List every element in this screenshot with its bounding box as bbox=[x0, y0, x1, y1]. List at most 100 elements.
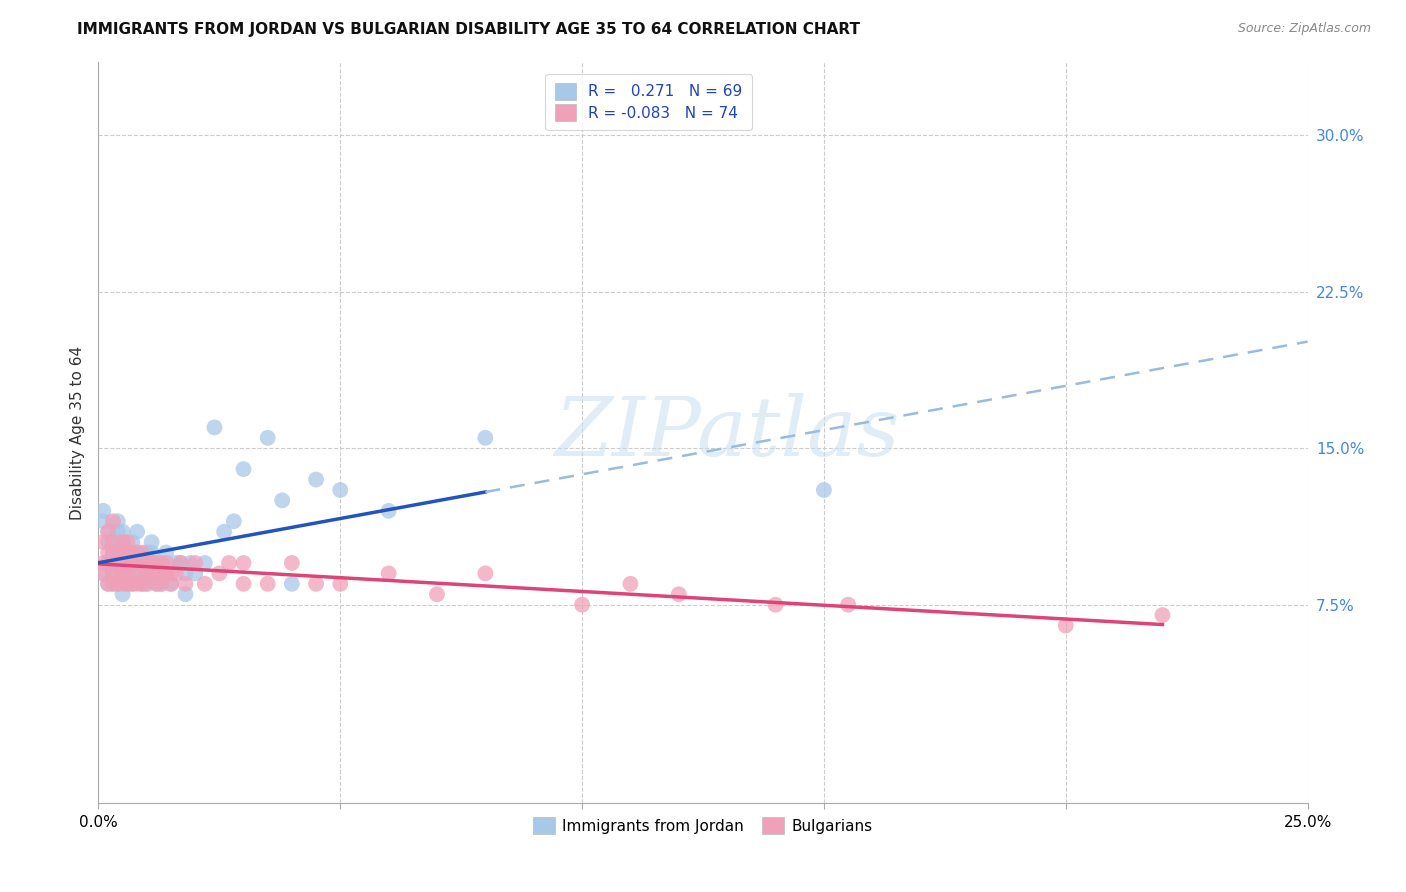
Point bbox=[150, 556, 173, 570]
Point bbox=[101, 566, 124, 581]
Point bbox=[127, 566, 149, 581]
Point bbox=[135, 577, 157, 591]
Point bbox=[135, 577, 157, 591]
Point bbox=[111, 545, 134, 559]
Point bbox=[135, 566, 157, 581]
Point bbox=[474, 431, 496, 445]
Point bbox=[131, 556, 153, 570]
Point bbox=[127, 577, 149, 591]
Point bbox=[212, 524, 235, 539]
Point bbox=[256, 431, 278, 445]
Point bbox=[97, 545, 120, 559]
Point bbox=[668, 587, 690, 601]
Point bbox=[111, 524, 134, 539]
Point bbox=[117, 545, 139, 559]
Legend: Immigrants from Jordan, Bulgarians: Immigrants from Jordan, Bulgarians bbox=[524, 808, 882, 843]
Point bbox=[97, 524, 120, 539]
Point bbox=[281, 577, 304, 591]
Point bbox=[91, 535, 114, 549]
Point bbox=[91, 514, 114, 528]
Point bbox=[121, 577, 143, 591]
Point bbox=[271, 493, 294, 508]
Point bbox=[111, 535, 134, 549]
Point bbox=[174, 587, 197, 601]
Point bbox=[131, 556, 153, 570]
Point bbox=[111, 587, 134, 601]
Point bbox=[165, 556, 187, 570]
Point bbox=[97, 577, 120, 591]
Point bbox=[111, 577, 134, 591]
Point bbox=[155, 556, 177, 570]
Point bbox=[131, 577, 153, 591]
Point bbox=[169, 556, 191, 570]
Point bbox=[141, 556, 163, 570]
Point bbox=[377, 504, 399, 518]
Point bbox=[131, 577, 153, 591]
Point bbox=[111, 545, 134, 559]
Point bbox=[121, 535, 143, 549]
Point bbox=[135, 556, 157, 570]
Text: IMMIGRANTS FROM JORDAN VS BULGARIAN DISABILITY AGE 35 TO 64 CORRELATION CHART: IMMIGRANTS FROM JORDAN VS BULGARIAN DISA… bbox=[77, 22, 860, 37]
Point bbox=[160, 577, 183, 591]
Point bbox=[426, 587, 449, 601]
Point bbox=[101, 514, 124, 528]
Point bbox=[121, 556, 143, 570]
Point bbox=[135, 566, 157, 581]
Point bbox=[107, 524, 129, 539]
Point bbox=[101, 545, 124, 559]
Point bbox=[127, 556, 149, 570]
Point bbox=[329, 483, 352, 497]
Point bbox=[141, 535, 163, 549]
Point bbox=[107, 545, 129, 559]
Point bbox=[305, 577, 328, 591]
Point bbox=[107, 556, 129, 570]
Point bbox=[145, 577, 167, 591]
Point bbox=[111, 566, 134, 581]
Point bbox=[222, 514, 245, 528]
Point bbox=[150, 577, 173, 591]
Point bbox=[155, 566, 177, 581]
Point bbox=[117, 566, 139, 581]
Point bbox=[141, 545, 163, 559]
Point bbox=[184, 556, 207, 570]
Point bbox=[97, 556, 120, 570]
Point bbox=[97, 556, 120, 570]
Point bbox=[127, 545, 149, 559]
Point bbox=[765, 598, 787, 612]
Point bbox=[111, 566, 134, 581]
Text: Source: ZipAtlas.com: Source: ZipAtlas.com bbox=[1237, 22, 1371, 36]
Point bbox=[150, 577, 173, 591]
Point bbox=[107, 577, 129, 591]
Point bbox=[91, 556, 114, 570]
Point bbox=[101, 577, 124, 591]
Point bbox=[117, 556, 139, 570]
Point bbox=[101, 556, 124, 570]
Point bbox=[155, 545, 177, 559]
Point bbox=[329, 577, 352, 591]
Point bbox=[305, 473, 328, 487]
Point bbox=[1152, 608, 1174, 623]
Point bbox=[117, 566, 139, 581]
Point bbox=[107, 545, 129, 559]
Point bbox=[107, 566, 129, 581]
Point bbox=[474, 566, 496, 581]
Point bbox=[141, 556, 163, 570]
Point bbox=[97, 524, 120, 539]
Point bbox=[145, 566, 167, 581]
Point bbox=[160, 577, 183, 591]
Point bbox=[111, 556, 134, 570]
Point bbox=[204, 420, 226, 434]
Point bbox=[184, 566, 207, 581]
Point bbox=[377, 566, 399, 581]
Point bbox=[101, 556, 124, 570]
Point bbox=[97, 577, 120, 591]
Point bbox=[145, 577, 167, 591]
Point bbox=[232, 577, 254, 591]
Point bbox=[160, 566, 183, 581]
Point bbox=[107, 535, 129, 549]
Point bbox=[281, 556, 304, 570]
Point bbox=[107, 514, 129, 528]
Point bbox=[194, 556, 217, 570]
Point bbox=[101, 566, 124, 581]
Point bbox=[256, 577, 278, 591]
